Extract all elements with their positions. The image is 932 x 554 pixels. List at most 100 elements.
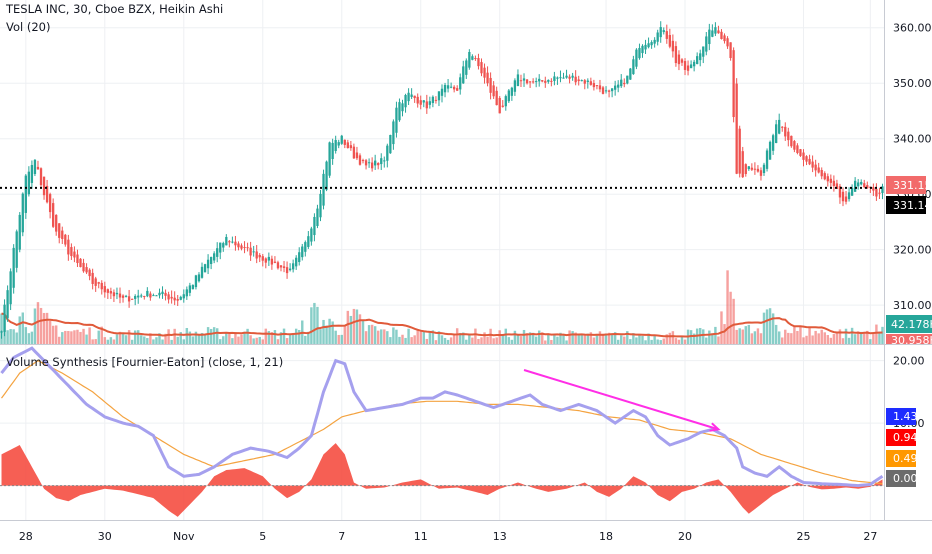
candle-body <box>252 251 255 253</box>
candle-body <box>495 90 498 106</box>
volume-bar <box>42 312 46 344</box>
candle-body <box>480 62 483 74</box>
candle-body <box>0 331 3 333</box>
candle-body <box>456 88 459 91</box>
candle-body <box>307 236 310 247</box>
candle-body <box>85 267 88 273</box>
candle-body <box>440 88 444 96</box>
volume-bar <box>140 335 143 344</box>
time-axis[interactable]: 28 30 Nov 5 7 11 13 18 20 25 27 <box>19 530 878 543</box>
candle-body <box>765 150 769 169</box>
candle-body <box>15 231 18 268</box>
volume-bar <box>474 328 477 344</box>
candle-body <box>650 42 653 46</box>
candle-body <box>778 119 781 134</box>
candle-body <box>401 103 404 112</box>
candle-body <box>598 85 602 90</box>
volume-bar <box>225 333 228 344</box>
volume-bar <box>45 312 49 344</box>
volume-bar <box>480 337 483 344</box>
volume-bar <box>194 331 198 344</box>
volume-bar <box>589 332 593 344</box>
candle-body <box>571 75 574 78</box>
candle-body <box>392 121 395 145</box>
candle-body <box>726 38 729 47</box>
volume-bar <box>431 330 435 344</box>
candle-body <box>410 94 413 97</box>
volume-bar <box>291 334 295 344</box>
volume-bar <box>711 333 714 344</box>
candle-body <box>398 102 401 121</box>
candle-body <box>30 165 34 183</box>
candle-body <box>674 46 678 64</box>
volume-bars <box>0 270 884 344</box>
candle-body <box>331 142 334 160</box>
candle-body <box>225 236 228 246</box>
trend-arrow-line[interactable] <box>523 369 719 431</box>
candle-body <box>562 77 565 79</box>
volume-bar <box>243 331 246 344</box>
indicator-orange-badge-text: 0.49 <box>893 452 918 465</box>
volume-bar <box>477 338 480 344</box>
volume-bar <box>401 334 404 344</box>
candle-body <box>88 269 91 277</box>
candle-body <box>465 60 468 75</box>
volume-bar <box>419 331 422 344</box>
trend-arrow-head[interactable] <box>709 422 721 432</box>
candle-body <box>790 135 793 147</box>
volume-bar <box>425 338 429 344</box>
candle-body <box>185 289 188 297</box>
volume-bar <box>774 324 778 344</box>
volume-bar <box>112 339 116 344</box>
candle-body <box>614 85 617 90</box>
candle-body <box>383 160 386 162</box>
candle-body <box>140 295 143 297</box>
candle-body <box>528 81 532 83</box>
candle-body <box>161 291 164 295</box>
volume-bar <box>495 337 498 344</box>
candle-body <box>829 178 832 183</box>
candle-body <box>422 100 425 103</box>
candle-body <box>452 86 456 90</box>
time-tick-label: 27 <box>863 530 877 543</box>
volume-bar <box>367 325 371 344</box>
time-tick-label: 11 <box>414 530 428 543</box>
time-tick-label: 18 <box>599 530 613 543</box>
volume-bar <box>571 331 574 344</box>
candle-body <box>541 80 544 82</box>
volume-bar <box>516 335 520 344</box>
candle-body <box>738 128 741 174</box>
candle-body <box>258 254 261 258</box>
volume-bar <box>547 334 550 344</box>
volume-bar <box>647 333 650 344</box>
candle-body <box>580 80 583 82</box>
volume-bar <box>127 330 131 344</box>
candle-body <box>595 85 599 87</box>
candle-body <box>45 185 49 203</box>
candle-body <box>152 295 155 297</box>
candle-body <box>343 139 346 145</box>
candle-body <box>340 135 343 144</box>
volume-bar <box>550 339 553 344</box>
candle-body <box>522 78 526 81</box>
candle-body <box>720 31 723 39</box>
volume-bar <box>328 318 331 344</box>
volume-ma-line <box>1 312 883 338</box>
volume-bar <box>231 338 234 344</box>
volume-bar <box>267 331 271 344</box>
candle-body <box>544 80 547 83</box>
trend-arrow[interactable] <box>523 369 721 432</box>
candle-body <box>206 259 210 269</box>
candle-body <box>285 267 289 274</box>
volume-bar <box>489 328 492 344</box>
price-tick-label: 350.00 <box>893 77 932 90</box>
volume-bar <box>79 331 82 344</box>
candle-body <box>18 214 21 250</box>
volume-bar <box>847 337 851 344</box>
volume-bar <box>620 335 623 344</box>
volume-bar <box>668 332 672 344</box>
volume-bar <box>519 336 523 344</box>
volume-bar <box>559 332 562 344</box>
